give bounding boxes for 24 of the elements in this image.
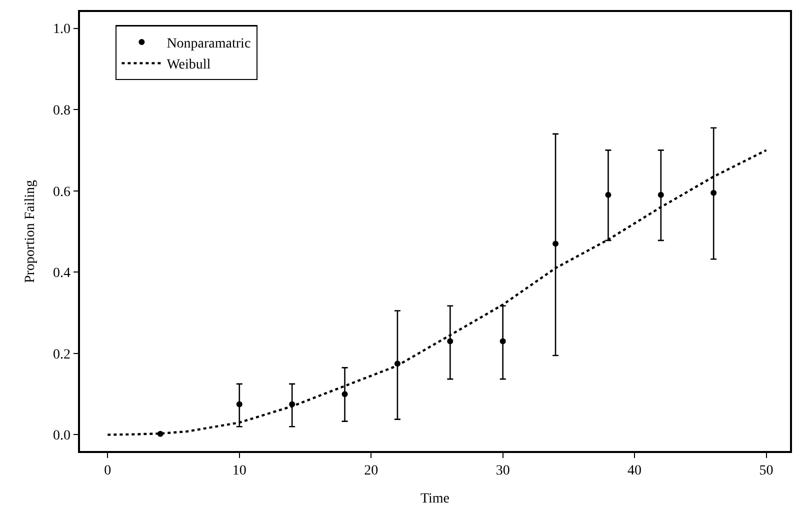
x-tick-label: 40 [628,464,642,479]
point [342,391,348,398]
y-tick-label: 0.6 [52,184,70,200]
y-tick-label: 0.2 [52,347,70,362]
legend-label: Nonparamatric [166,36,251,52]
point [236,401,242,408]
point [500,338,506,344]
point [658,192,664,198]
x-axis-title: Time [420,491,450,506]
y-tick-label: 0.4 [52,266,70,282]
x-tick-label: 20 [364,464,378,479]
y-tick-label: 0.0 [52,428,70,444]
point [552,240,559,247]
x-tick-label: 50 [759,464,774,479]
x-tick-label: 30 [496,464,510,479]
y-axis-title: Proportion Failing [23,180,38,284]
y-tick-label: 1.0 [52,22,70,38]
x-tick-label: 0 [104,464,112,479]
x-tick-label: 10 [232,464,246,479]
legend-label: Weibull [166,58,211,73]
point [447,338,454,344]
point [605,192,612,198]
point [710,190,717,196]
y-tick-label: 0.8 [52,103,70,118]
